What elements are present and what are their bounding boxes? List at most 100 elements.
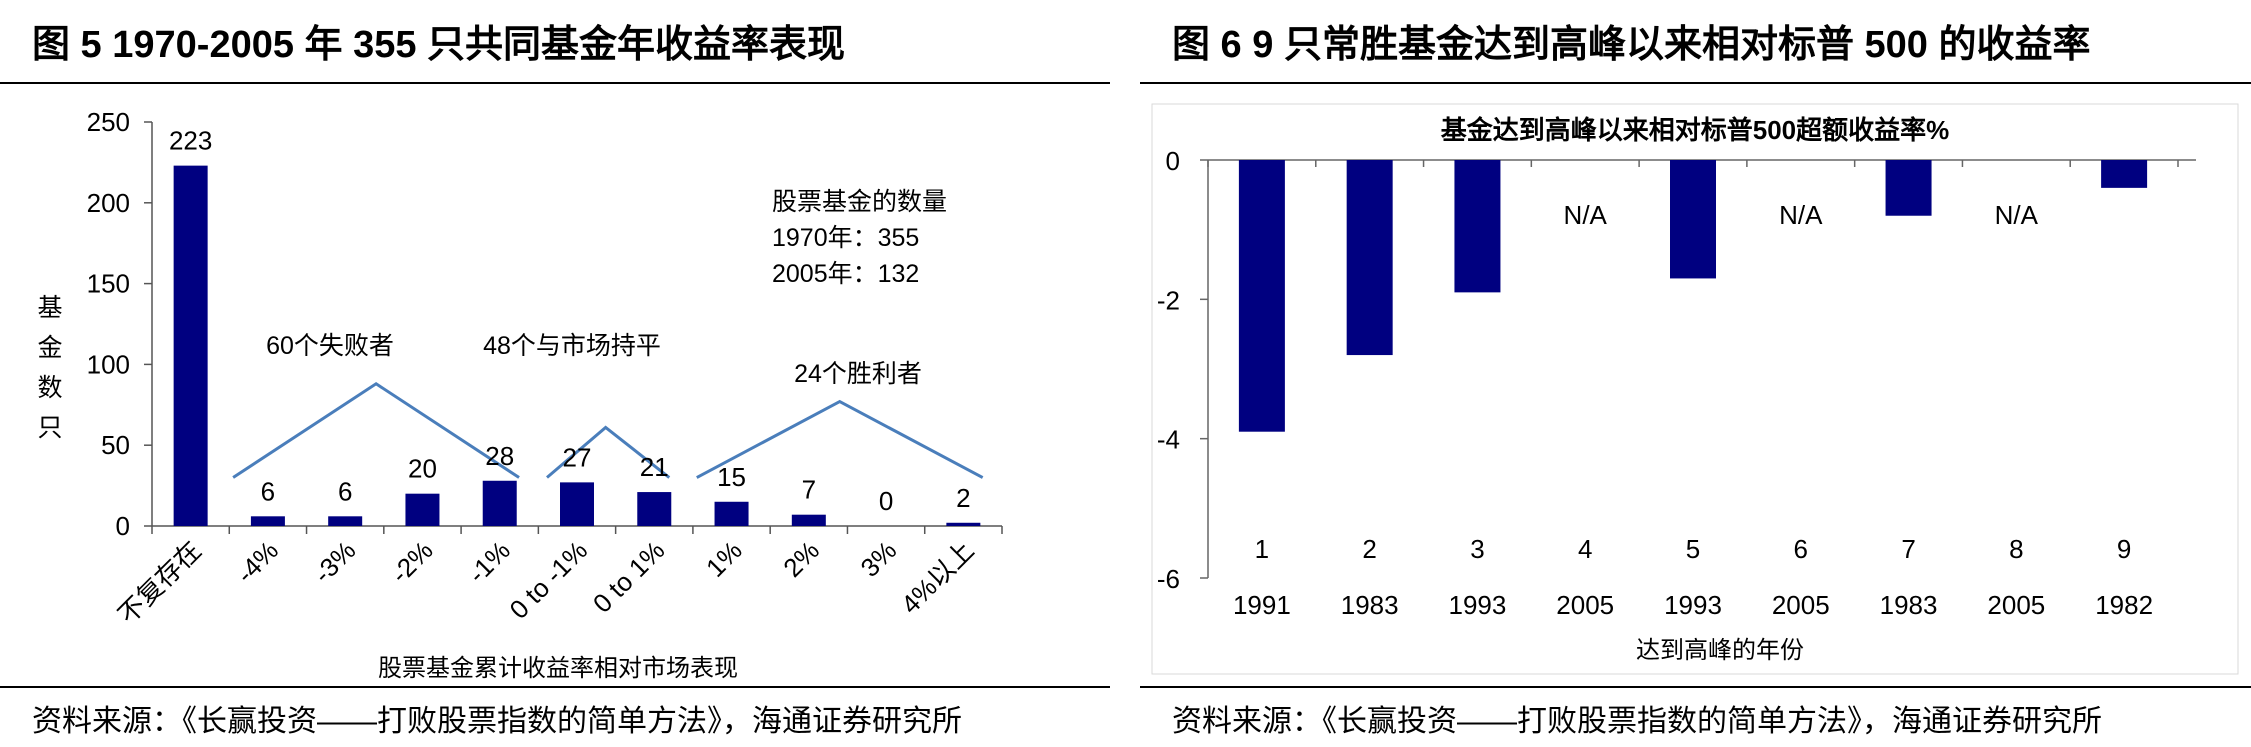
left-x-axis-title: 股票基金累计收益率相对市场表现 — [378, 655, 738, 682]
left-data-label: 0 — [879, 486, 893, 516]
right-category-label: 9 — [2117, 534, 2131, 564]
left-y-tick-label: 100 — [87, 349, 130, 379]
right-chart-title: 基金达到高峰以来相对标普500超额收益率% — [1441, 115, 1950, 145]
left-bar — [250, 516, 285, 526]
annotation-failures: 60个失败者 — [266, 332, 394, 360]
right-bars — [1238, 160, 2148, 432]
right-year-label: 2005 — [1556, 590, 1614, 620]
annotation-bracket — [696, 399, 984, 479]
left-category-label: 0 to 1% — [587, 535, 671, 619]
left-category-label: 3% — [855, 535, 903, 583]
figure-5-top-rule — [0, 82, 1110, 84]
left-data-label: 6 — [338, 476, 352, 506]
figure-5-panel: 图 5 1970-2005 年 355 只共同基金年收益率表现 0 50 100 15… — [0, 0, 1110, 747]
right-bar — [2101, 160, 2148, 188]
left-category-label: -3% — [308, 535, 362, 589]
right-x-axis-title: 达到高峰的年份 — [1636, 637, 1804, 664]
left-bar — [173, 165, 208, 526]
left-category-label: 1% — [700, 535, 748, 583]
annotation-count-title: 股票基金的数量 — [772, 188, 947, 216]
left-annotation-lines — [232, 381, 984, 479]
left-data-label: 15 — [717, 462, 746, 492]
right-bar — [1670, 160, 1716, 279]
right-category-label: 7 — [1901, 534, 1915, 564]
left-bar — [714, 501, 749, 526]
left-category-label: 0 to -1% — [504, 535, 594, 625]
right-category-label: 3 — [1470, 534, 1484, 564]
left-category-label: 不复存在 — [112, 535, 207, 630]
left-data-label: 223 — [169, 126, 212, 156]
figure-6-panel: 图 6 9 只常胜基金达到高峰以来相对标普 500 的收益率 基金达到高峰以来相… — [1140, 0, 2251, 747]
left-y-tick-label: 50 — [101, 430, 130, 460]
annotation-bracket — [546, 425, 671, 479]
right-year-label: 1993 — [1449, 590, 1507, 620]
figure-6-bottom-rule — [1140, 686, 2251, 688]
right-year-label: 1991 — [1233, 590, 1291, 620]
left-bar — [560, 482, 594, 526]
right-y-tick-label: 0 — [1166, 146, 1180, 176]
left-y-tick-label: 200 — [87, 188, 130, 218]
right-year-label: 1982 — [2095, 590, 2153, 620]
left-bars — [173, 165, 981, 526]
right-y-tick-label: -4 — [1157, 425, 1180, 455]
right-bar — [1238, 160, 1285, 432]
annotation-bracket — [232, 381, 520, 479]
annotation-count-1970: 1970年：355 — [772, 224, 919, 252]
figure-5-bottom-rule — [0, 686, 1110, 688]
right-na-label: N/A — [1995, 200, 2039, 230]
left-data-label: 2 — [956, 483, 970, 513]
peak-excess-return-chart: 基金达到高峰以来相对标普500超额收益率% 0 -2 -4 -6 1 1991 2 1983… — [1151, 103, 2239, 675]
left-data-label: 7 — [802, 475, 816, 505]
figure-5-title: 图 5 1970-2005 年 355 只共同基金年收益率表现 — [32, 24, 846, 66]
annotation-count-2005: 2005年：132 — [772, 260, 919, 288]
right-bar — [1885, 160, 1932, 216]
left-y-axis-title-char: 只 — [37, 414, 62, 442]
right-year-label: 1983 — [1341, 590, 1399, 620]
figure-6-top-rule — [1140, 82, 2251, 84]
right-na-label: N/A — [1564, 200, 1608, 230]
left-category-label: -4% — [230, 535, 284, 589]
right-category-label: 1 — [1255, 534, 1269, 564]
left-y-tick-label: 150 — [87, 269, 130, 299]
figure-5-source: 资料来源：《长赢投资——打败股票指数的简单方法》，海通证券研究所 — [32, 705, 962, 738]
left-y-axis-title-char: 金 — [37, 334, 62, 362]
right-year-label: 1993 — [1664, 590, 1722, 620]
left-bar — [482, 480, 517, 526]
left-y-tick-label: 250 — [87, 107, 130, 137]
right-category-label: 4 — [1578, 534, 1592, 564]
left-data-label: 28 — [485, 441, 514, 471]
left-bar — [328, 516, 363, 526]
right-labels: 1 1991 2 1983 3 1993 N/A 4 2005 5 1993 N/A 6 2005 7 198… — [1233, 200, 2153, 620]
right-category-label: 2 — [1362, 534, 1376, 564]
left-data-label: 20 — [408, 454, 437, 484]
left-data-label: 21 — [640, 452, 669, 482]
left-bar — [637, 492, 672, 526]
left-bar — [946, 522, 981, 526]
right-year-label: 1983 — [1880, 590, 1938, 620]
left-data-label: 6 — [261, 476, 275, 506]
left-bar — [405, 493, 440, 526]
right-chart-frame — [1151, 103, 2239, 675]
right-year-label: 2005 — [1772, 590, 1830, 620]
right-y-tick-label: -6 — [1157, 564, 1180, 594]
left-y-axis-title-char: 基 — [37, 294, 62, 322]
annotation-flat: 48个与市场持平 — [483, 332, 661, 360]
left-y-tick-label: 0 — [116, 511, 130, 541]
right-y-tick-label: -2 — [1157, 285, 1180, 315]
left-category-label: 4%以上 — [895, 535, 980, 620]
right-bar — [1454, 160, 1501, 293]
figure-6-source: 资料来源：《长赢投资——打败股票指数的简单方法》，海通证券研究所 — [1172, 705, 2102, 738]
left-category-label: 2% — [777, 535, 825, 583]
left-category-label: -2% — [385, 535, 439, 589]
left-data-label: 27 — [563, 442, 592, 472]
left-bar — [791, 514, 826, 526]
right-category-label: 8 — [2009, 534, 2023, 564]
left-y-axis-title-char: 数 — [37, 374, 62, 402]
right-year-label: 2005 — [1987, 590, 2045, 620]
right-na-label: N/A — [1779, 200, 1823, 230]
right-category-label: 5 — [1686, 534, 1700, 564]
right-category-label: 6 — [1794, 534, 1808, 564]
annotation-winners: 24个胜利者 — [794, 360, 922, 388]
